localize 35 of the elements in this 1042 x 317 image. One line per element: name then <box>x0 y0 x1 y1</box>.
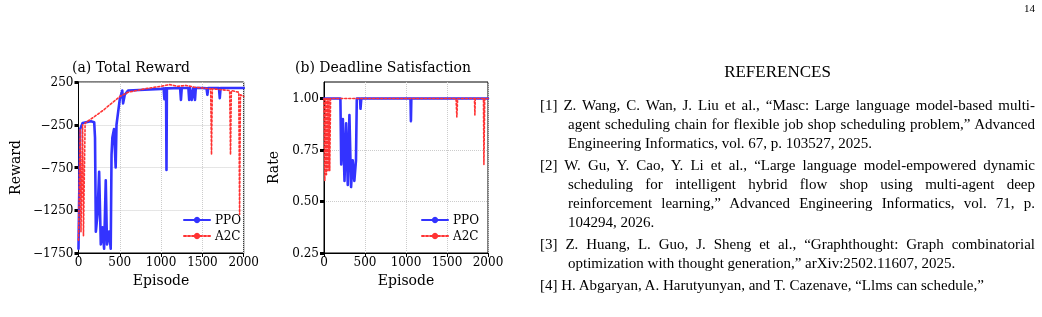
y-tick-label: −250 <box>40 117 74 132</box>
legend-label: PPO <box>215 213 242 227</box>
text: REFERENCES <box>723 62 832 82</box>
legend-label: PPO <box>453 213 480 227</box>
legend-label: A2C <box>452 229 479 243</box>
y-tick-label: 0.75 <box>292 142 319 157</box>
x-tick-label: 2000 <box>472 255 504 269</box>
chart-title: (b) Deadline Satisfaction <box>294 59 472 75</box>
y-tick-label: −1750 <box>32 246 74 260</box>
x-tick-label: 500 <box>108 255 132 269</box>
x-tick-label: 1500 <box>187 255 218 269</box>
x-tick-label: 500 <box>353 255 377 269</box>
chart-title: (a) Total Reward <box>71 59 191 75</box>
text: [3] Z. Huang, L. Guo, J. Sheng et al., “Graphthought: Graph combinatorial optimization with thought generation,” arXiv:2502.11607, 2025. <box>540 235 1035 273</box>
text: 14 <box>1024 2 1035 14</box>
text: [1] Z. Wang, C. Wan, J. Liu et al., “Masc: Large language model-based multi-agent scheduling chain for flexible job shop scheduling problem,” Advanced Engineering Informatics, vol. 67, p. 103527, 2025. <box>540 96 1035 153</box>
x-tick-label: 1000 <box>145 255 177 269</box>
x-tick-label: 1500 <box>431 255 463 269</box>
x-axis-title: Episode <box>377 272 435 288</box>
x-tick-label: 2000 <box>228 255 259 269</box>
legend-label: A2C <box>214 229 241 243</box>
y-tick-label: 0.25 <box>292 246 319 260</box>
y-tick-label: 250 <box>50 75 74 89</box>
x-tick-label: 1000 <box>390 255 422 269</box>
y-tick-label: −1250 <box>32 203 74 218</box>
y-tick-label: 1.00 <box>292 91 319 106</box>
text: [4] H. Abgaryan, A. Harutyunyan, and T. Cazenave, “Llms can schedule,” <box>540 276 985 295</box>
x-axis-title: Episode <box>132 272 190 288</box>
y-axis-title: Reward <box>7 140 23 195</box>
y-tick-label: 0.50 <box>292 194 319 209</box>
x-tick-label: 0 <box>320 255 328 269</box>
text: [2] W. Gu, Y. Cao, Y. Li et al., “Large language model-empowered dynamic scheduling for intelligent hybrid flow shop using multi-agent deep reinforcement learning,” Advanced Engineering Informatics, vol. 71, p. 104294, 2026. <box>540 156 1035 232</box>
x-tick-label: 0 <box>74 255 83 269</box>
y-tick-label: −750 <box>40 160 74 175</box>
y-axis-title: Rate <box>265 150 281 185</box>
